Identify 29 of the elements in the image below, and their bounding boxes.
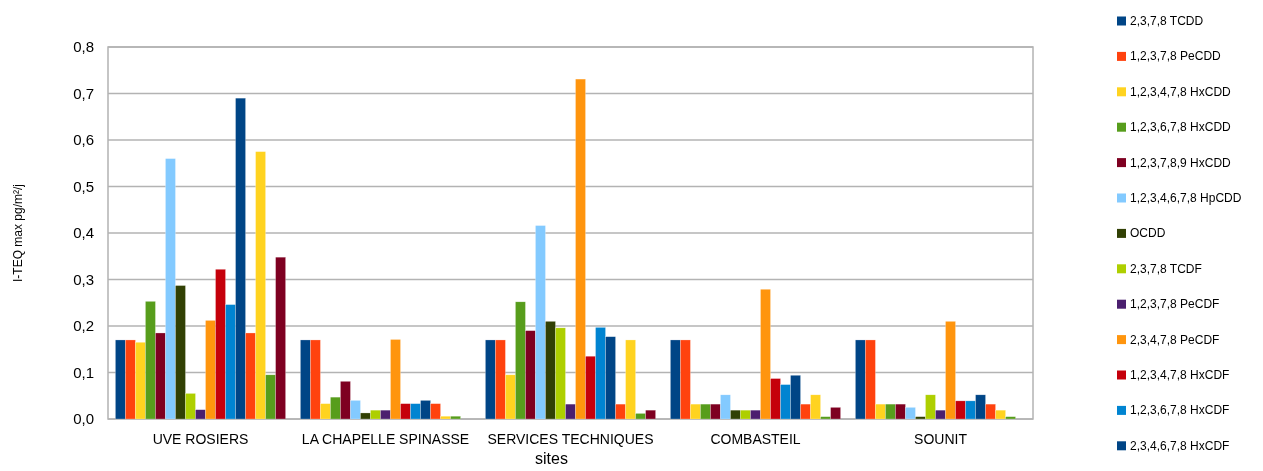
x-tick-label: UVE ROSIERS <box>152 431 249 447</box>
legend-label: 2,3,4,7,8 PeCDF <box>1130 332 1220 347</box>
x-tick-label: COMBASTEIL <box>710 431 801 447</box>
legend-label: 1,2,3,7,8 PeCDF <box>1130 297 1220 312</box>
y-tick-label: 0,3 <box>73 270 94 288</box>
legend-label: 1,2,3,4,6,7,8 HpCDD <box>1130 191 1242 205</box>
legend-label: 2,3,7,8 TCDD <box>1130 14 1204 28</box>
x-axis-title: sites <box>535 450 568 467</box>
x-tick-label: SERVICES TECHNIQUES <box>487 431 654 447</box>
legend-label: 1,2,3,4,7,8 HxCDF <box>1130 368 1230 382</box>
y-tick-label: 0,1 <box>73 363 94 381</box>
legend-label: 1,2,3,6,7,8 HxCDD <box>1130 120 1232 135</box>
x-tick-label: SOUNIT <box>914 431 968 447</box>
x-tick-label: LA CHAPELLE SPINASSE <box>301 431 470 447</box>
y-tick-label: 0,5 <box>73 177 94 195</box>
legend-label: 1,2,3,7,8 PeCDD <box>1130 49 1222 64</box>
y-tick-label: 0,8 <box>73 38 94 56</box>
legend-label: 1,2,3,6,7,8 HxCDF <box>1130 403 1230 418</box>
y-tick-label: 0,2 <box>73 317 94 335</box>
legend-label: 1,2,3,7,8,9 HxCDD <box>1130 155 1232 170</box>
legend-label: OCDD <box>1130 226 1166 241</box>
y-axis-title: I-TEQ max pg/m²/j <box>11 183 25 283</box>
y-tick-label: 0,4 <box>73 224 94 242</box>
y-tick-label: 0,6 <box>73 131 94 149</box>
legend-label: 2,3,4,6,7,8 HxCDF <box>1130 438 1230 453</box>
legend-label: 2,3,7,8 TCDF <box>1130 261 1202 276</box>
y-tick-label: 0,0 <box>73 410 94 428</box>
y-tick-label: 0,7 <box>73 84 94 102</box>
legend-label: 1,2,3,4,7,8 HxCDD <box>1130 84 1232 99</box>
